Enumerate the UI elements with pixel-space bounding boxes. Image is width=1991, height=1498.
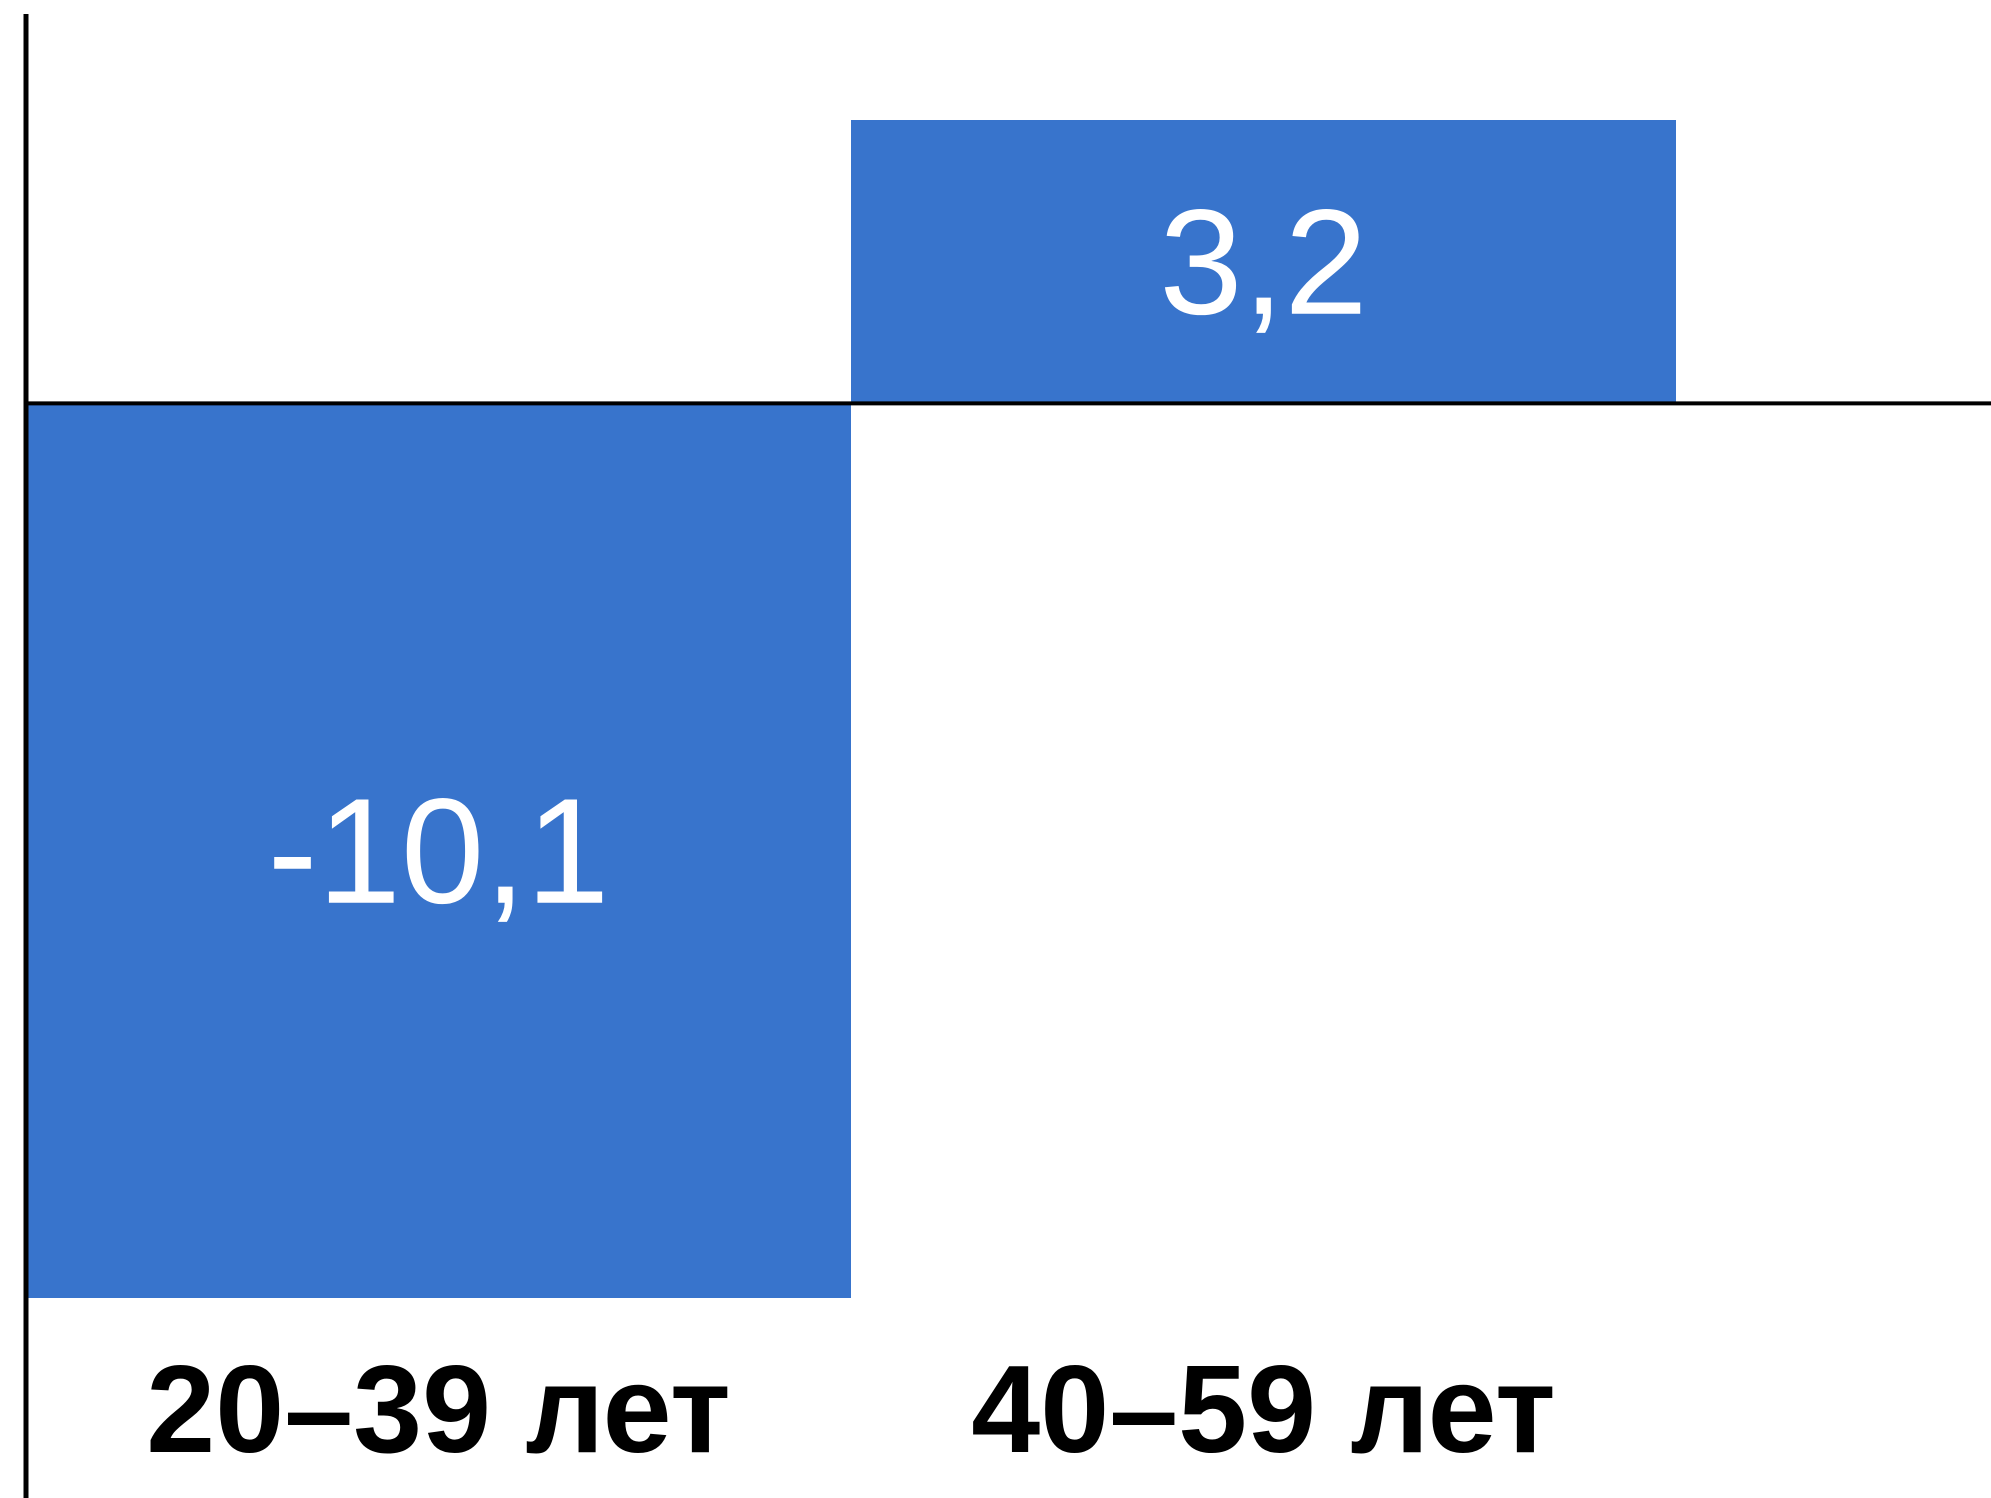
category-label-2: 40–59 лет xyxy=(971,1341,1555,1479)
bar-value-label-1: -10,1 xyxy=(268,767,610,935)
bar-1 xyxy=(26,403,851,1298)
bar-value-labels: -10,1 3,2 xyxy=(268,178,1368,935)
bar-value-label-2: 3,2 xyxy=(1159,178,1368,346)
axes xyxy=(23,14,1991,1498)
category-label-1: 20–39 лет xyxy=(146,1341,730,1479)
bars xyxy=(26,120,1676,1298)
category-labels: 20–39 лет 40–59 лет xyxy=(146,1341,1555,1479)
bar-2 xyxy=(851,120,1676,404)
